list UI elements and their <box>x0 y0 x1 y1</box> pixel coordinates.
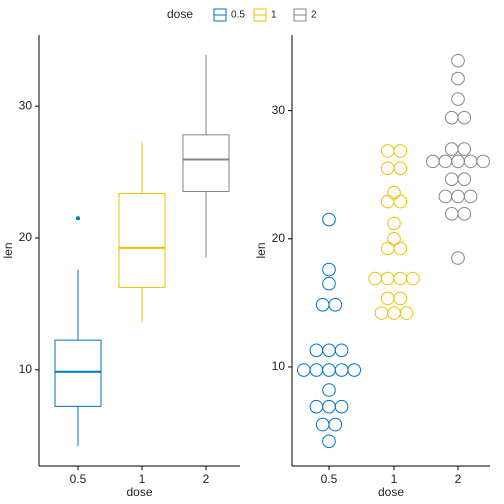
legend-label: 1 <box>271 10 277 21</box>
outlier <box>76 216 80 221</box>
dot <box>309 399 324 414</box>
dot <box>380 291 395 306</box>
dot <box>334 363 349 377</box>
dot <box>347 363 362 377</box>
dot <box>387 216 401 231</box>
dot <box>380 241 395 256</box>
box <box>54 339 102 407</box>
x-tick-label: 1 <box>139 472 146 486</box>
y-tick-label: 20 <box>19 230 33 244</box>
dot <box>374 306 389 320</box>
dot <box>380 271 395 286</box>
dot <box>393 194 408 209</box>
dot <box>309 363 324 377</box>
dot <box>322 343 336 358</box>
box <box>118 192 166 288</box>
dot <box>368 271 382 286</box>
dot <box>297 363 311 377</box>
dot <box>444 172 459 186</box>
legend-label: 2 <box>311 10 317 21</box>
dot <box>463 189 478 204</box>
dot <box>451 251 465 265</box>
dot <box>451 71 465 86</box>
x-tick-label: 1 <box>391 472 398 486</box>
dot <box>444 110 459 125</box>
y-tick-label: 10 <box>19 362 33 376</box>
dot <box>380 161 395 176</box>
dot <box>309 343 324 358</box>
dot <box>387 185 401 200</box>
dot <box>406 271 420 286</box>
legend-label: 0.5 <box>231 10 245 21</box>
dot <box>476 154 491 169</box>
dot <box>399 306 414 320</box>
dot <box>444 142 459 156</box>
dot <box>322 363 336 377</box>
dot <box>463 154 478 169</box>
x-axis-label: dose <box>378 485 404 499</box>
x-tick-label: 0.5 <box>321 472 338 486</box>
dot <box>457 172 472 186</box>
y-axis-label: len <box>254 242 268 258</box>
y-tick-label: 30 <box>272 103 286 117</box>
dot <box>315 417 330 432</box>
dot <box>328 297 343 312</box>
dot <box>426 154 440 169</box>
dot <box>457 110 472 125</box>
dot <box>322 212 336 227</box>
dot <box>328 417 343 432</box>
dot <box>380 194 395 209</box>
x-axis-label: dose <box>126 485 152 499</box>
dot <box>322 276 336 291</box>
dot <box>457 142 472 156</box>
y-tick-label: 30 <box>19 98 33 112</box>
dot <box>438 154 453 169</box>
dot <box>393 144 408 158</box>
dot <box>451 189 465 204</box>
dot <box>451 92 465 106</box>
dot <box>451 154 465 169</box>
dot <box>334 399 349 414</box>
dot <box>387 306 401 320</box>
dot <box>387 231 401 246</box>
dot <box>322 434 336 449</box>
y-tick-label: 10 <box>272 359 286 373</box>
dot <box>457 206 472 221</box>
dot <box>322 262 336 277</box>
x-tick-label: 0.5 <box>70 472 87 486</box>
dot <box>322 383 336 397</box>
dot <box>393 241 408 256</box>
dot <box>315 297 330 312</box>
dot <box>393 291 408 306</box>
x-tick-label: 2 <box>203 472 210 486</box>
y-tick-label: 20 <box>272 231 286 245</box>
dot <box>334 343 349 358</box>
dot <box>444 206 459 221</box>
y-axis-label: len <box>1 242 15 258</box>
dot <box>380 144 395 158</box>
legend-title: dose <box>167 7 193 21</box>
dot <box>322 399 336 414</box>
x-tick-label: 2 <box>455 472 462 486</box>
dot <box>438 189 453 204</box>
dot <box>451 53 465 68</box>
dot <box>393 161 408 176</box>
dot <box>393 271 408 286</box>
box <box>182 134 230 193</box>
